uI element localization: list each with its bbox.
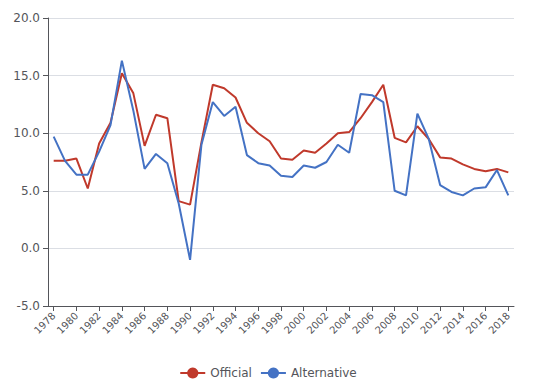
svg-text:1998: 1998	[259, 310, 285, 336]
svg-text:2008: 2008	[373, 310, 399, 336]
svg-text:2006: 2006	[350, 310, 376, 336]
svg-text:2002: 2002	[305, 310, 331, 336]
svg-text:20.0: 20.0	[13, 11, 40, 25]
svg-text:1996: 1996	[236, 310, 262, 336]
svg-text:Official: Official	[210, 366, 252, 380]
svg-text:1994: 1994	[214, 310, 240, 336]
svg-text:1988: 1988	[145, 310, 171, 336]
svg-text:1984: 1984	[100, 310, 126, 336]
svg-text:-5.0: -5.0	[17, 299, 40, 313]
svg-text:1982: 1982	[77, 310, 103, 336]
svg-text:2012: 2012	[418, 310, 444, 336]
svg-text:2014: 2014	[441, 310, 467, 336]
svg-text:1978: 1978	[32, 310, 58, 336]
svg-text:2010: 2010	[396, 310, 422, 336]
svg-text:5.0: 5.0	[21, 184, 40, 198]
svg-text:1980: 1980	[55, 310, 81, 336]
svg-text:2004: 2004	[327, 310, 353, 336]
svg-text:2016: 2016	[464, 310, 490, 336]
svg-text:2018: 2018	[486, 310, 512, 336]
svg-text:Alternative: Alternative	[291, 366, 357, 380]
svg-text:1992: 1992	[191, 310, 217, 336]
svg-text:0.0: 0.0	[21, 241, 40, 255]
svg-text:15.0: 15.0	[13, 69, 40, 83]
svg-text:10.0: 10.0	[13, 126, 40, 140]
svg-text:1990: 1990	[168, 310, 194, 336]
svg-text:1986: 1986	[123, 310, 149, 336]
svg-text:2000: 2000	[282, 310, 308, 336]
